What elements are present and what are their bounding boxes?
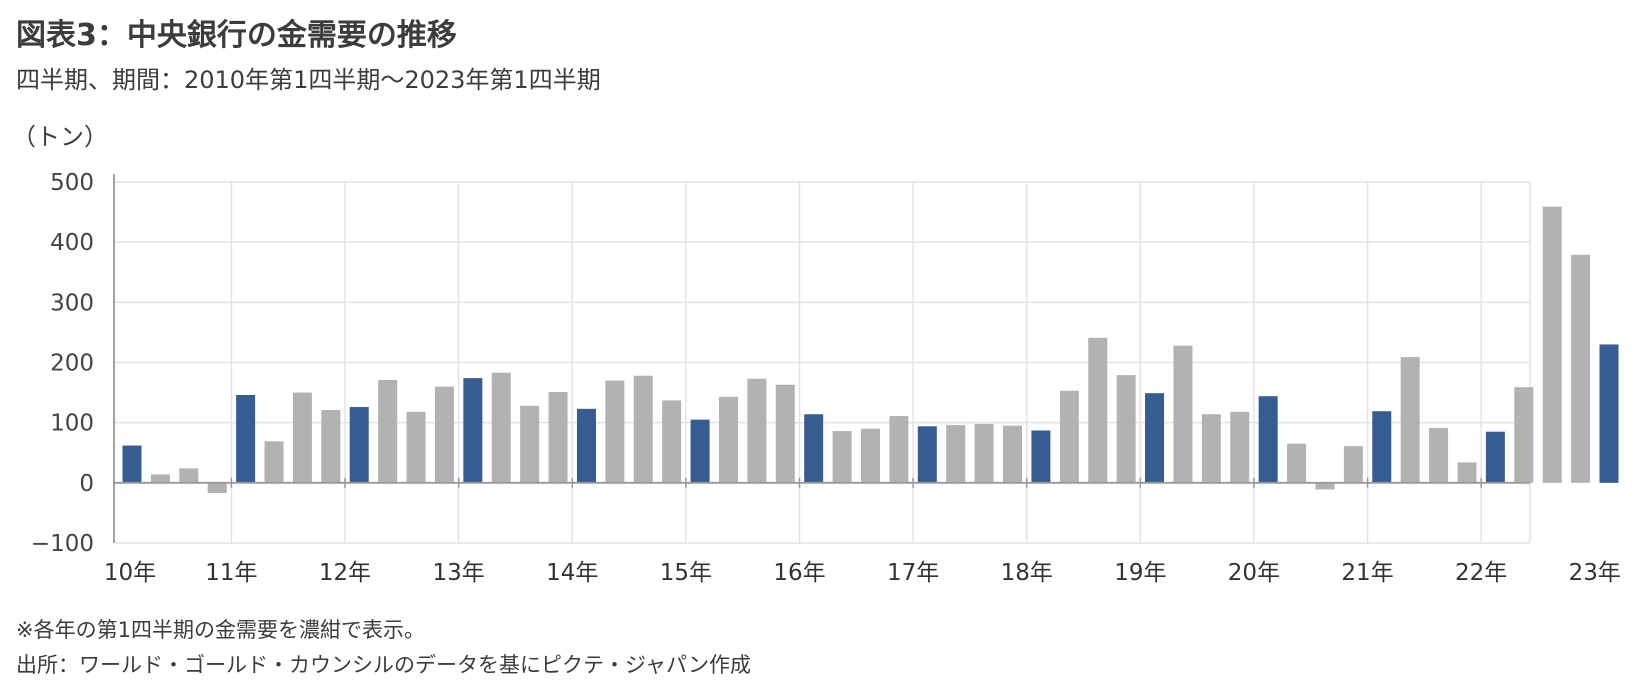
x-year-label: 23年 <box>1569 560 1621 586</box>
y-tick-label: 500 <box>50 170 94 196</box>
y-tick-label: 100 <box>50 411 94 437</box>
bar <box>1343 446 1363 483</box>
y-tick-label: 200 <box>50 351 94 377</box>
bar-q1-highlight <box>917 426 937 483</box>
bar <box>1116 375 1136 483</box>
bar <box>321 410 341 483</box>
bar <box>520 405 540 483</box>
bar <box>718 396 738 483</box>
bar <box>1059 390 1079 483</box>
bar-q1-highlight <box>1258 396 1278 483</box>
bar <box>207 482 227 494</box>
y-tick-label: 0 <box>79 471 94 497</box>
bar-chart: −100 0 100 200 300 400 500 10年 11年 12年 13年 14年 15年 16… <box>31 170 1621 586</box>
bar <box>150 474 170 483</box>
bar-q1-highlight <box>1485 431 1505 483</box>
y-tick-label: 400 <box>50 230 94 256</box>
bar <box>1201 414 1221 483</box>
bar <box>434 386 454 483</box>
bar <box>662 400 682 483</box>
bar <box>775 384 795 483</box>
chart-subtitle: 四半期、期間：2010年第1四半期～2023年第1四半期 <box>16 66 601 94</box>
x-year-label: 20年 <box>1228 560 1280 586</box>
bar <box>179 468 199 483</box>
x-year-label: 14年 <box>546 560 598 586</box>
x-year-label: 12年 <box>319 560 371 586</box>
x-year-label: 19年 <box>1114 560 1166 586</box>
bar <box>633 375 653 483</box>
note-highlight-explanation: ※各年の第1四半期の金需要を濃紺で表示。 <box>16 618 425 642</box>
bar <box>605 380 625 483</box>
x-year-label: 10年 <box>104 560 156 586</box>
bar <box>292 392 312 483</box>
bar <box>548 391 568 483</box>
bar <box>1514 387 1534 483</box>
bar-q1-highlight <box>349 407 369 483</box>
bar-q1-highlight <box>690 419 710 483</box>
chart-title: 図表3：中央銀行の金需要の推移 <box>16 18 457 53</box>
bar <box>832 431 852 483</box>
bar-q1-highlight <box>1031 430 1051 483</box>
bar <box>1230 411 1250 483</box>
bar <box>1542 206 1562 483</box>
bar-q1-highlight <box>463 378 483 483</box>
bar <box>264 441 284 483</box>
bar <box>889 416 909 483</box>
x-year-label: 22年 <box>1455 560 1507 586</box>
bar <box>946 425 966 483</box>
bar <box>1173 345 1193 483</box>
bar <box>1429 428 1449 483</box>
x-year-label: 15年 <box>660 560 712 586</box>
label-layer: −100 0 100 200 300 400 500 10年 11年 12年 13年 14年 15年 16… <box>31 170 1621 586</box>
bar <box>861 428 880 483</box>
bar-layer <box>122 206 1619 494</box>
bar-q1-highlight <box>1599 344 1619 483</box>
bar-q1-highlight <box>804 414 824 483</box>
x-year-label: 18年 <box>1001 560 1053 586</box>
bar <box>491 372 511 483</box>
x-year-label: 13年 <box>433 560 485 586</box>
note-source: 出所：ワールド・ゴールド・カウンシルのデータを基にピクテ・ジャパン作成 <box>16 653 751 677</box>
bar <box>1315 482 1335 490</box>
bar <box>1003 425 1023 483</box>
bar <box>1088 337 1108 483</box>
x-year-label: 17年 <box>887 560 939 586</box>
x-year-label: 11年 <box>205 560 257 586</box>
bar <box>406 411 426 483</box>
bar <box>974 423 994 483</box>
bar <box>1287 443 1307 483</box>
y-axis-unit-label: （トン） <box>12 123 108 151</box>
bar-q1-highlight <box>1372 411 1392 483</box>
y-tick-label: 300 <box>50 290 94 316</box>
bar-q1-highlight <box>576 408 596 483</box>
bar-q1-highlight <box>122 445 142 483</box>
bar <box>1400 357 1420 483</box>
bar <box>1457 462 1477 483</box>
bar <box>1571 254 1591 483</box>
bar <box>747 378 767 483</box>
bar-q1-highlight <box>236 394 256 483</box>
x-year-label: 21年 <box>1341 560 1393 586</box>
bar-q1-highlight <box>1145 393 1165 483</box>
y-tick-label: −100 <box>31 531 94 557</box>
x-year-label: 16年 <box>773 560 825 586</box>
bar <box>378 379 398 483</box>
axis-layer <box>113 174 1530 543</box>
